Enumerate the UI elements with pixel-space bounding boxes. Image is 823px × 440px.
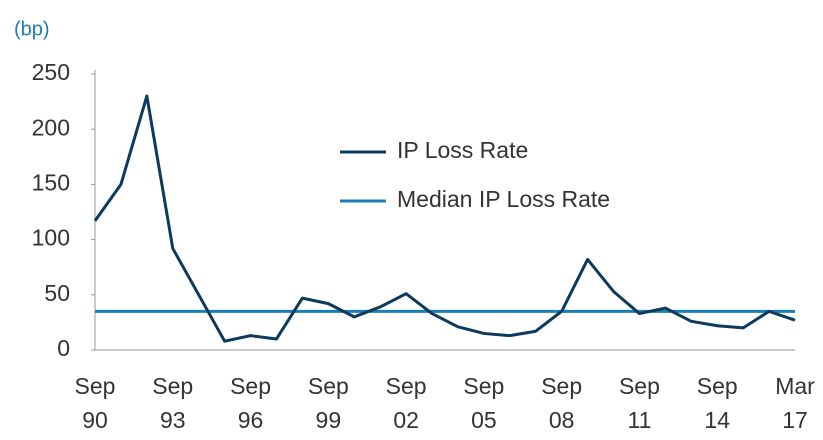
x-tick-label: Sep 99 — [308, 373, 349, 433]
y-tick-label: 50 — [44, 280, 70, 306]
x-tick-label: Sep 90 — [75, 373, 116, 433]
x-tick-label: Sep 02 — [386, 373, 427, 433]
x-tick-label: Sep 05 — [463, 373, 504, 433]
x-tick-label: Sep 08 — [541, 373, 582, 433]
x-tick-label: Sep 14 — [697, 373, 738, 433]
y-tick-label: 150 — [32, 169, 70, 195]
legend-label: IP Loss Rate — [397, 137, 528, 163]
legend-label: Median IP Loss Rate — [397, 186, 610, 212]
x-tick-label: Sep 93 — [152, 373, 193, 433]
line-series — [93, 94, 796, 343]
y-tick-label: 200 — [32, 114, 70, 140]
x-tick-label: Sep 96 — [230, 373, 271, 433]
x-tick-label: Sep 11 — [619, 373, 660, 433]
x-tick-label: Mar 17 — [775, 373, 815, 433]
y-tick-label: 100 — [32, 225, 70, 251]
unit-label: (bp) — [14, 18, 50, 40]
y-tick-label: 0 — [57, 335, 70, 361]
y-tick-label: 250 — [32, 59, 70, 85]
